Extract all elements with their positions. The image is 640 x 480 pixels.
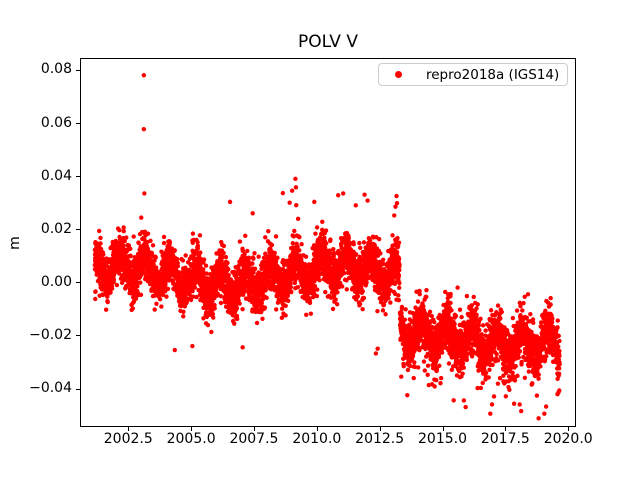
chart-title: POLV V <box>298 32 358 52</box>
x-tick-label: 2012.5 <box>355 431 405 447</box>
x-tick-mark <box>379 427 381 431</box>
legend: repro2018a (IGS14) <box>378 63 568 86</box>
y-tick-label: −0.04 <box>29 380 72 396</box>
x-tick-label: 2010.0 <box>292 431 342 447</box>
x-tick-label: 2005.0 <box>166 431 216 447</box>
y-axis-label: m <box>7 236 23 250</box>
x-tick-mark <box>128 427 130 431</box>
y-tick-mark <box>76 176 80 178</box>
y-tick-label: 0.04 <box>40 167 72 184</box>
y-tick-label: 0.08 <box>40 61 72 78</box>
y-tick-label: 0.02 <box>40 220 72 237</box>
y-tick-mark <box>76 335 80 337</box>
legend-marker-dot-icon <box>395 71 402 78</box>
x-tick-mark <box>505 427 507 431</box>
x-tick-label: 2020.0 <box>543 431 593 447</box>
y-tick-mark <box>76 229 80 231</box>
x-tick-mark <box>442 427 444 431</box>
x-tick-mark <box>316 427 318 431</box>
y-tick-mark <box>76 123 80 125</box>
y-tick-label: 0.00 <box>40 273 72 290</box>
y-tick-mark <box>76 282 80 284</box>
y-tick-mark <box>76 69 80 71</box>
x-tick-label: 2002.5 <box>103 431 153 447</box>
legend-label: repro2018a (IGS14) <box>426 66 560 83</box>
x-tick-label: 2015.0 <box>418 431 467 447</box>
plot-area: repro2018a (IGS14) <box>80 58 576 427</box>
y-tick-label: 0.06 <box>40 114 72 131</box>
x-tick-label: 2017.5 <box>480 431 530 447</box>
x-tick-mark <box>191 427 193 431</box>
y-tick-label: −0.02 <box>29 326 72 343</box>
x-tick-mark <box>253 427 255 431</box>
x-tick-mark <box>568 427 570 431</box>
y-tick-mark <box>76 388 80 390</box>
x-tick-label: 2007.5 <box>229 431 279 447</box>
scatter-points-canvas <box>80 58 576 427</box>
